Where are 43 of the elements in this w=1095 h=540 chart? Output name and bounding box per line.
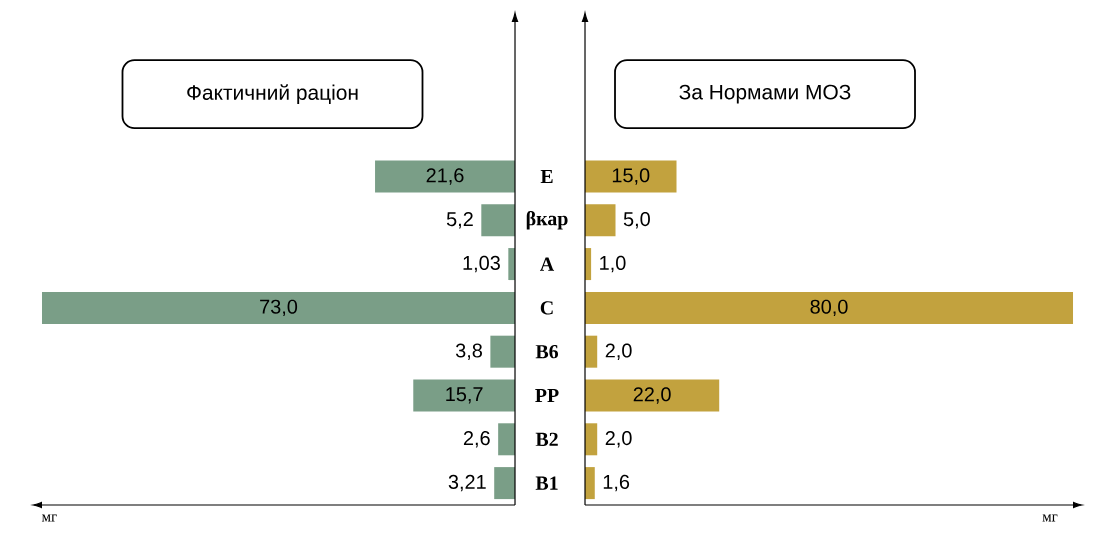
data-label: 2,6 — [463, 431, 490, 448]
bar — [585, 291, 1074, 324]
bar — [490, 335, 515, 368]
bar — [585, 379, 720, 412]
data-label: 80,0 — [810, 299, 848, 317]
data-label: 15,7 — [446, 387, 483, 404]
bar — [585, 467, 595, 500]
bar — [42, 291, 515, 324]
chart-title: За Нормами МОЗ — [679, 84, 851, 104]
chart-title: Фактичний раціон — [187, 84, 358, 105]
bar — [508, 248, 515, 281]
data-label: 2,0 — [605, 343, 632, 360]
bar — [375, 160, 515, 193]
x-axis-title: мг — [1042, 514, 1058, 522]
bar — [585, 423, 598, 456]
y-tick-label: E — [540, 169, 553, 183]
data-label: 5,0 — [623, 212, 650, 229]
data-label: 22,0 — [633, 387, 671, 404]
data-label: 15,0 — [612, 168, 650, 185]
y-tick-label: B6 — [535, 344, 559, 359]
data-label: 1,6 — [603, 474, 630, 492]
data-label: 5,2 — [446, 212, 473, 229]
y-tick-label: βкар — [526, 211, 568, 230]
y-tick-label: PP — [535, 388, 559, 403]
bar — [585, 204, 616, 237]
data-label: 21,6 — [426, 168, 464, 185]
bar — [498, 423, 515, 456]
bar — [481, 204, 515, 237]
y-tick-label: A — [539, 257, 555, 271]
bar — [585, 335, 598, 368]
data-label: 3,21 — [448, 474, 486, 492]
y-tick-label: B2 — [535, 432, 558, 446]
data-label: 3,8 — [455, 343, 482, 360]
data-label: 1,03 — [463, 255, 500, 273]
data-label: 73,0 — [260, 299, 298, 317]
bar — [494, 467, 515, 500]
x-axis-title: мг — [41, 514, 57, 522]
data-label: 1,0 — [600, 255, 626, 273]
bar — [585, 160, 677, 193]
y-tick-label: B1 — [535, 476, 558, 490]
y-tick-label: C — [540, 301, 553, 315]
data-label: 2,0 — [605, 431, 632, 448]
bar — [413, 379, 515, 412]
